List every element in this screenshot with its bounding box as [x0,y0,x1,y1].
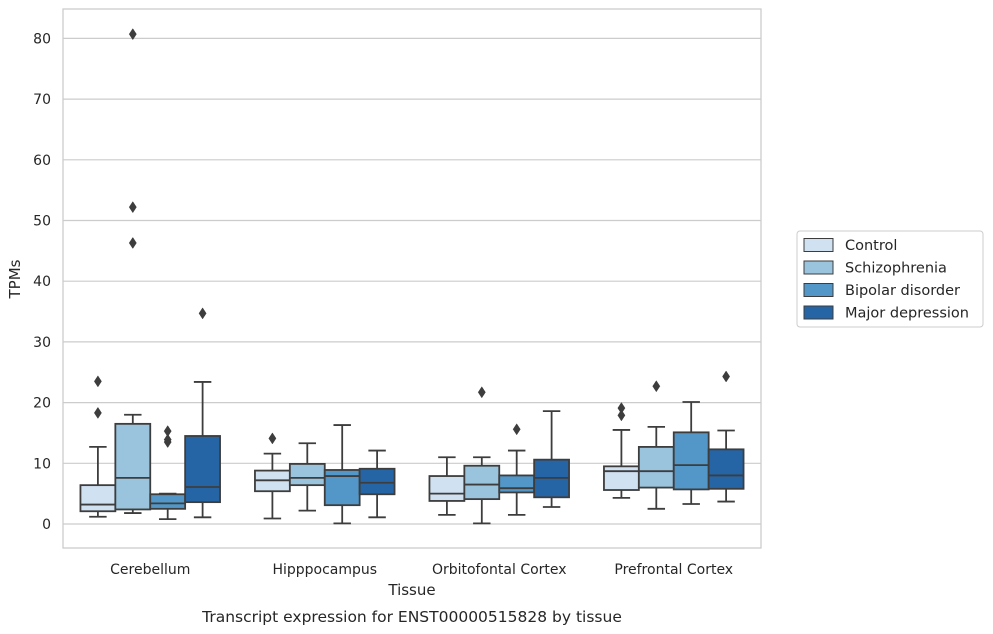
legend-swatch [803,260,834,275]
y-tick-labels: 0 10 20 30 40 50 60 70 80 [33,31,51,533]
box-major-depression [184,307,221,519]
x-tick-labels: Cerebellum Hipppocampus Orbitofontal Corte… [110,562,733,578]
boxes [79,28,745,525]
y-tick-label: 0 [42,517,51,533]
y-tick-label: 70 [33,92,51,108]
box-bipolar-disorder [672,401,710,505]
x-tick-label: Prefrontal Cortex [614,562,733,578]
x-axis-label: Tissue [387,581,435,599]
box-bipolar-disorder [323,424,361,525]
y-tick-label: 20 [33,396,51,412]
outlier-point [198,307,207,320]
plot-frame [62,8,762,549]
box-iqr [428,475,466,502]
outlier-point [128,28,137,41]
box-iqr [358,467,396,496]
outlier-point [268,432,277,445]
box-iqr [79,484,117,513]
box-iqr [637,446,675,489]
outlier-point [652,380,661,393]
box-iqr [603,465,640,491]
box-iqr [288,463,326,487]
box-schizophrenia [288,442,326,512]
outlier-point [94,375,102,388]
x-tick-label: Orbitofontal Cortex [432,562,567,578]
x-tick-label: Cerebellum [110,562,190,578]
legend: Control Schizophrenia Bipolar disorder Majo… [796,230,984,328]
outlier-point [722,370,730,383]
box-control [79,375,117,518]
box-iqr [498,474,536,494]
box-bipolar-disorder [498,423,536,516]
x-tick-label: Hipppocampus [272,562,377,578]
legend-label: Bipolar disorder [845,283,960,299]
y-tick-label: 80 [33,31,51,47]
box-iqr [184,435,221,504]
box-schizophrenia [463,386,501,525]
box-iqr [707,448,745,490]
box-iqr [149,493,187,510]
box-major-depression [358,449,396,519]
chart-caption: Transcript expression for ENST0000051582… [201,608,622,626]
box-major-depression [707,370,745,503]
y-tick-label: 10 [33,456,51,472]
legend-swatch [803,283,834,297]
legend-label: Schizophrenia [845,261,947,277]
y-tick-label: 50 [33,214,51,230]
outlier-point [163,425,172,438]
box-major-depression [533,410,570,508]
legend-swatch [803,305,834,320]
outlier-point [163,433,172,446]
y-tick-label: 40 [33,274,51,290]
y-tick-label: 30 [33,335,51,351]
box-schizophrenia [637,380,675,510]
box-iqr [672,431,710,491]
y-tick-label: 60 [33,153,51,169]
box-control [603,402,640,499]
legend-label: Major depression [845,306,969,322]
box-control [428,456,466,516]
box-iqr [463,464,501,501]
grid-lines [63,37,761,525]
outlier-point [94,406,102,419]
outlier-point [617,402,626,415]
legend-label: Control [845,238,897,254]
y-axis-label: TPMs [6,259,24,299]
outlier-point [512,423,521,436]
box-schizophrenia [114,28,152,514]
legend-swatch [803,238,834,252]
outlier-point [128,237,137,249]
outlier-point [617,409,626,422]
legend-frame [796,230,984,328]
box-bipolar-disorder [149,425,187,521]
box-control [254,432,291,520]
outlier-point [128,201,137,214]
box-iqr [114,422,152,511]
outlier-point [477,386,486,399]
